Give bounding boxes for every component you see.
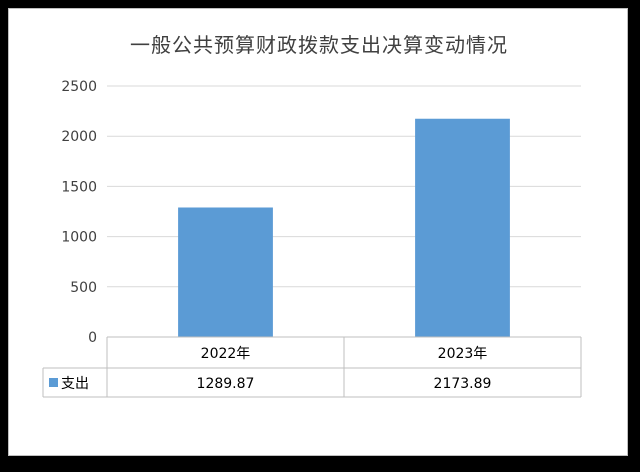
- x-tick-label: 2023年: [438, 346, 488, 362]
- data-label: 2173.89: [434, 376, 492, 392]
- y-tick-label: 2000: [61, 129, 97, 145]
- y-tick-label: 1000: [61, 230, 97, 246]
- bar: [415, 118, 510, 337]
- legend-swatch: [49, 378, 58, 387]
- y-tick-label: 500: [70, 280, 97, 296]
- y-tick-label: 2500: [61, 79, 97, 95]
- chart-frame: 一般公共预算财政拨款支出决算变动情况 0 500 1000 1500 2000 2500 2…: [8, 8, 628, 456]
- x-tick-label: 2022年: [201, 346, 251, 362]
- chart-title: 一般公共预算财政拨款支出决算变动情况: [130, 33, 508, 57]
- data-label: 1289.87: [197, 376, 255, 392]
- y-tick-label: 1500: [61, 179, 97, 195]
- bar: [178, 207, 273, 337]
- legend-label: 支出: [61, 376, 89, 392]
- y-tick-label: 0: [88, 330, 97, 346]
